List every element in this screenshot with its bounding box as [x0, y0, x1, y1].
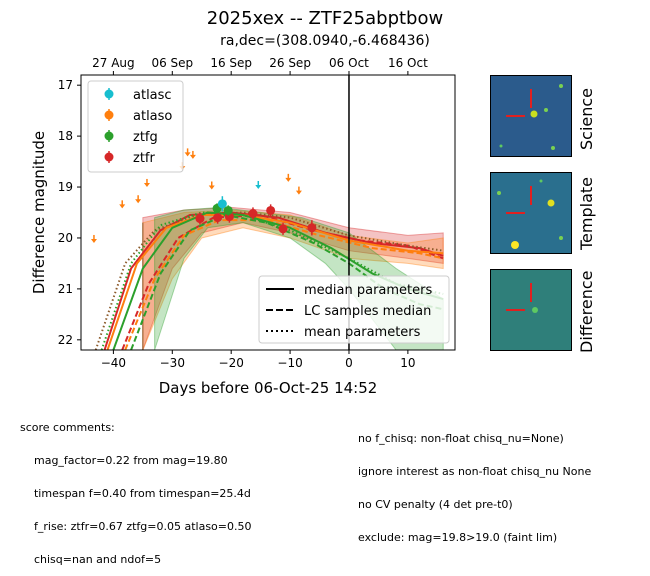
template-label: Template — [577, 176, 596, 250]
x-axis-label: Days before 06-Oct-25 14:52 — [159, 379, 378, 397]
model-curve — [124, 219, 444, 350]
legend-label: atlasc — [133, 88, 172, 103]
x-tick-label: −30 — [160, 356, 185, 370]
figure-title: 2025xex -- ZTF25abptbow — [206, 8, 444, 29]
comment-line: f_rise: ztfr=0.67 ztfg=0.05 atlaso=0.50 — [20, 520, 252, 533]
upper-limit-arrow — [143, 182, 150, 187]
detection-point — [248, 209, 258, 219]
detection-point — [213, 213, 223, 223]
detection-point — [278, 224, 288, 234]
top-tick-label: 16 Oct — [388, 56, 428, 70]
x-tick-label: −40 — [101, 356, 126, 370]
y-tick-label: 19 — [58, 180, 73, 194]
difference-label: Difference — [577, 270, 596, 353]
detection-point — [307, 223, 317, 233]
template-cutout — [490, 172, 572, 254]
upper-limit-arrow — [285, 177, 292, 182]
plot-frame — [80, 74, 456, 351]
comment-line: exclude: mag=19.8>19.0 (faint lim) — [358, 531, 558, 544]
comment-line: timespan f=0.40 from timespan=25.4d — [20, 487, 251, 500]
detection-point — [195, 214, 205, 224]
score-comments-right: no f_chisq: non-float chisq_nu=None) ign… — [358, 411, 591, 554]
uncertainty-band — [142, 209, 444, 350]
model-curve — [100, 211, 444, 350]
x-tick-label: −20 — [219, 356, 244, 370]
score-comments-left: score comments: mag_factor=0.22 from mag… — [20, 400, 252, 576]
upper-limit-arrow — [295, 190, 302, 195]
x-tick-label: −10 — [277, 356, 302, 370]
template-image — [491, 173, 571, 253]
difference-cutout — [490, 269, 572, 351]
comment-line: score comments: — [20, 421, 115, 434]
top-tick-label: 26 Sep — [269, 56, 311, 70]
legend-label: ztfr — [133, 151, 155, 166]
comment-line: mag_factor=0.22 from mag=19.80 — [20, 454, 228, 467]
figure-subtitle: ra,dec=(308.0940,-6.468436) — [220, 33, 430, 49]
x-tick-label: 10 — [400, 356, 415, 370]
science-image — [491, 76, 571, 156]
top-tick-label: 16 Sep — [210, 56, 252, 70]
legend-marker — [104, 152, 114, 162]
legend-marker — [104, 110, 114, 120]
legend-label: LC samples median — [304, 304, 431, 319]
y-tick-label: 17 — [58, 78, 73, 92]
comment-line: ignore interest as non-float chisq_nu No… — [358, 465, 592, 478]
science-cutout — [490, 75, 572, 157]
y-axis-label: Difference magnitude — [30, 131, 48, 294]
legend-label: ztfg — [133, 130, 158, 145]
comment-line: no f_chisq: non-float chisq_nu=None) — [358, 432, 564, 445]
linestyle-legend-box — [258, 275, 450, 344]
detection-point — [266, 205, 276, 215]
upper-limit-arrow — [135, 199, 142, 204]
upper-limit-arrow — [90, 238, 97, 243]
upper-limit-arrow — [255, 184, 262, 189]
comment-line: no CV penalty (4 det pre-t0) — [358, 498, 513, 511]
y-tick-label: 20 — [58, 231, 73, 245]
legend-label: mean parameters — [304, 325, 421, 340]
science-label: Science — [577, 87, 596, 150]
y-tick-label: 22 — [58, 333, 73, 347]
top-tick-label: 06 Oct — [329, 56, 369, 70]
x-tick-label: 0 — [345, 356, 353, 370]
detection-point — [217, 199, 227, 209]
upper-limit-arrow — [189, 154, 196, 159]
legend-label: atlaso — [133, 109, 172, 124]
legend-label: median parameters — [304, 283, 432, 298]
upper-limit-arrow — [208, 185, 215, 190]
top-tick-label: 06 Sep — [151, 56, 193, 70]
legend-marker — [104, 89, 114, 99]
top-tick-label: 27 Aug — [92, 56, 135, 70]
upper-limit-arrow — [119, 204, 126, 209]
filter-legend-box — [87, 80, 184, 173]
y-tick-label: 18 — [58, 129, 73, 143]
comment-line: chisq=nan and ndof=5 — [20, 553, 162, 566]
legend-marker — [104, 131, 114, 141]
y-tick-label: 21 — [58, 282, 73, 296]
light-curve-chart: −40 −30 −20 −10 0 10 17 18 19 20 21 22 27 Aug 06 Sep 1… — [30, 56, 456, 397]
detection-point — [223, 205, 233, 215]
upper-limit-arrow — [184, 152, 191, 157]
difference-image — [491, 270, 571, 350]
